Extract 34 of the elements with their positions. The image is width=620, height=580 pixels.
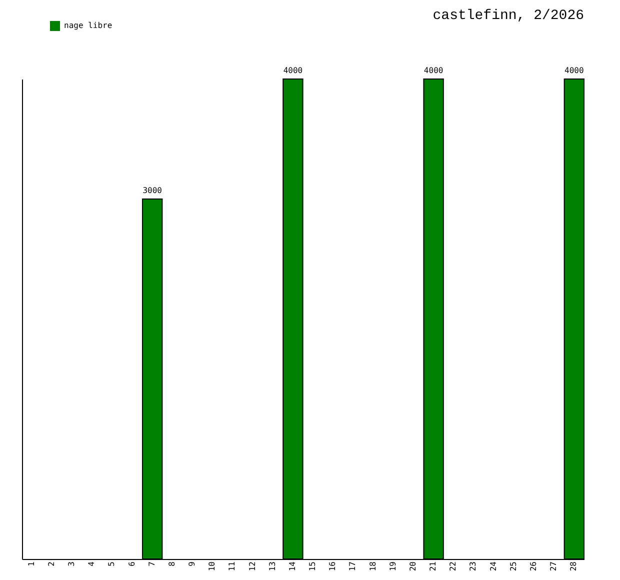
x-tick-label: 26 [528, 561, 538, 572]
x-tick-label: 9 [188, 561, 197, 566]
x-tick-label: 24 [488, 561, 498, 572]
x-tick-label: 23 [468, 561, 478, 572]
x-tick-label: 11 [228, 561, 237, 572]
x-tick-label: 3 [67, 561, 76, 566]
x-tick-label: 7 [147, 561, 156, 566]
x-tick-label: 4 [87, 561, 96, 566]
data-label: 4000 [564, 66, 584, 75]
data-label: 3000 [142, 186, 162, 195]
x-tick-label: 12 [248, 561, 257, 572]
x-tick-label: 19 [388, 561, 398, 572]
x-tick-label: 22 [448, 561, 458, 572]
x-tick-label: 25 [508, 561, 518, 572]
x-tick-label: 28 [569, 561, 578, 572]
x-tick-label: 21 [428, 561, 438, 572]
x-tick-label: 15 [308, 561, 318, 572]
x-tick-label: 27 [549, 561, 558, 572]
x-tick-label: 5 [107, 561, 116, 566]
chart-title: castlefinn, 2/2026 [432, 8, 584, 24]
x-tick-label: 20 [408, 561, 418, 572]
x-tick-label: 8 [167, 561, 176, 566]
x-tick-label: 17 [348, 561, 358, 572]
x-tick-label: 1 [26, 561, 36, 566]
data-label: 4000 [283, 66, 303, 75]
x-tick-label: 13 [268, 561, 277, 572]
x-tick-label: 2 [46, 561, 56, 566]
x-tick-label: 16 [328, 561, 338, 572]
x-tick-label: 6 [127, 561, 136, 566]
legend-label: nage libre [64, 21, 112, 30]
x-tick-label: 14 [288, 561, 297, 572]
data-label: 4000 [424, 66, 444, 75]
x-tick-label: 10 [208, 561, 217, 572]
x-tick-label: 18 [368, 561, 378, 572]
